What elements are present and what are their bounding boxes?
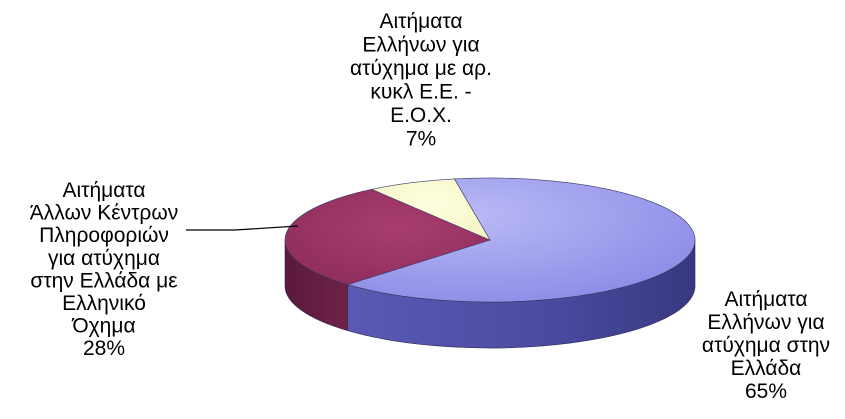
data-label-slice-2-line-0: Αιτήματα [379,10,462,33]
data-label-slice-0-line-4: 65% [745,380,787,403]
data-label-slice-0-line-3: Ελλάδα [731,357,802,380]
data-label-slice-1-line-3: για ατύχημα [48,247,160,270]
data-label-slice-2-line-2: ατύχημα με αρ. [350,57,492,80]
data-label-slice-1-line-0: Αιτήματα [62,179,145,202]
pie-slice-2 [370,178,491,241]
pie-slice-1 [284,189,491,285]
data-label-slice-1-line-2: Πληροφοριών [39,224,169,247]
pie-slice-0 [346,177,696,303]
data-label-slice-2-line-1: Ελλήνων για [362,34,479,57]
data-label-slice-1: Αιτήματα Άλλων Κέντρων Πληροφοριών για ατύχ… [30,179,178,360]
data-label-slice-0-line-0: Αιτήματα [724,288,807,311]
data-label-slice-0-line-1: Ελλήνων για [707,311,824,334]
data-label-slice-1-line-4: στην Ελλάδα με [30,269,177,292]
data-label-slice-1-line-1: Άλλων Κέντρων [30,202,178,225]
data-label-slice-2: Αιτήματα Ελλήνων για ατύχημα με αρ. κυκλ Ε.… [350,10,492,151]
leader-line-slice-1 [186,225,299,231]
data-label-slice-2-line-5: 7% [406,128,436,151]
data-label-slice-1-line-7: 28% [83,337,125,360]
data-label-slice-0: Αιτήματα Ελλήνων για ατύχημα στην Ελλάδα 65% [702,288,830,403]
data-label-slice-2-line-3: κυκλ Ε.Ε. - [370,81,471,104]
data-label-slice-1-line-6: Όχημα [71,315,135,338]
data-label-slice-0-line-2: ατύχημα στην [702,334,830,357]
data-label-slice-2-line-4: Ε.Ο.Χ. [390,104,452,127]
data-label-slice-1-line-5: Ελληνικό [62,292,146,315]
